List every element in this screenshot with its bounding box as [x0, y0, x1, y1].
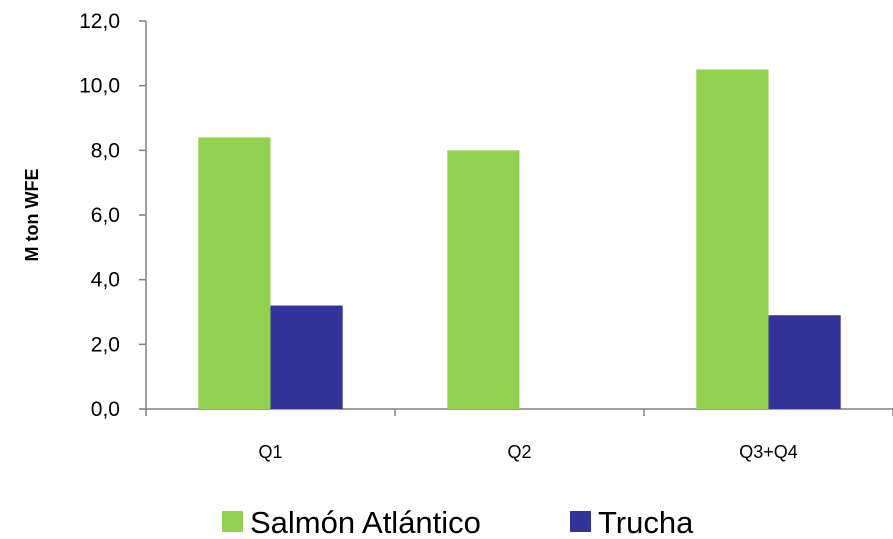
category-labels: Q1 Q2 Q3+Q4 — [258, 442, 797, 462]
y-tick-label: 6,0 — [91, 204, 120, 227]
y-axis-title: M ton WFE — [22, 169, 42, 262]
category-label: Q1 — [258, 442, 282, 462]
bar-salmon-1 — [447, 150, 520, 410]
y-ticks: 0,0 2,0 4,0 6,0 8,0 10,0 12,0 — [79, 10, 146, 421]
bar-trucha-2 — [768, 315, 841, 409]
legend-label: Trucha — [598, 505, 694, 539]
y-tick-label: 12,0 — [79, 10, 120, 33]
y-tick-label: 2,0 — [91, 333, 120, 356]
bar-trucha-0 — [270, 305, 343, 409]
bar-salmon-0 — [198, 137, 271, 409]
category-label: Q3+Q4 — [739, 442, 798, 462]
bars — [198, 69, 841, 410]
bar-salmon-2 — [696, 69, 769, 409]
y-tick-label: 8,0 — [91, 139, 120, 162]
legend: Salmón Atlántico Trucha — [222, 505, 694, 539]
legend-swatch — [570, 511, 591, 532]
y-tick-label: 4,0 — [91, 269, 120, 292]
legend-label: Salmón Atlántico — [250, 505, 481, 539]
legend-swatch — [222, 511, 243, 532]
category-label: Q2 — [507, 442, 531, 462]
y-tick-label: 0,0 — [91, 398, 120, 421]
x-ticks — [145, 409, 893, 416]
y-tick-label: 10,0 — [79, 75, 120, 98]
